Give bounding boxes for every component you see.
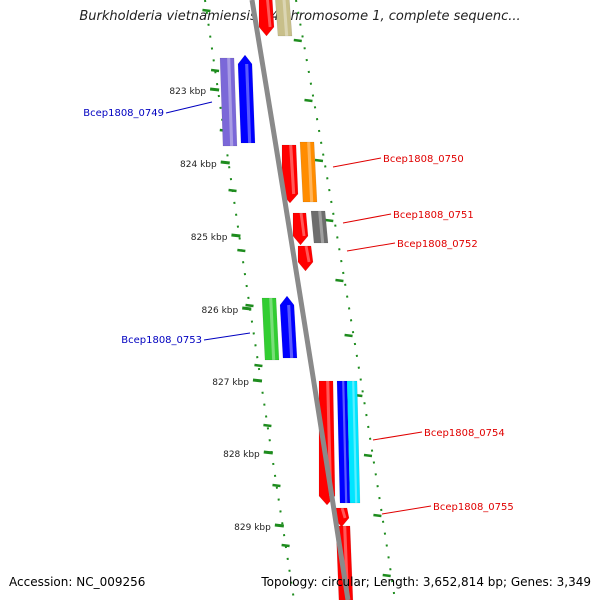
scale-tick [252, 378, 263, 383]
gene-label: Bcep1808_0749 [83, 108, 164, 119]
gene-arrow-red [292, 212, 309, 246]
scale-labels: 823 kbp 824 kbp 825 kbp 826 kbp 827 kbp 828 k… [169, 87, 285, 533]
accession-label: Accession: NC_009256 [9, 575, 146, 589]
scale-tick [263, 450, 273, 455]
gene-arrow-blue [237, 54, 256, 144]
gene-label: Bcep1808_0753 [121, 335, 202, 346]
ruler-right-tick [382, 573, 391, 578]
gene-arrow-blue-highlight [287, 304, 294, 359]
ruler-right-dots [295, 0, 396, 600]
ruler-right-tick [304, 98, 313, 103]
ruler-right-tick [335, 278, 344, 283]
gene-bar-orange-highlight [307, 141, 314, 203]
scale-tick [242, 306, 252, 311]
gene-bar-gray [310, 210, 329, 244]
gene-label: Bcep1808_0755 [433, 502, 514, 513]
gene-bar-cyan [346, 380, 361, 504]
scale-label: 824 kbp [180, 160, 217, 170]
scale-tick [231, 233, 241, 238]
gene-label: Bcep1808_0751 [393, 210, 474, 221]
gene-bar-khaki [275, 0, 293, 37]
gene-leader-line [203, 332, 251, 341]
ruler-left-dots [204, 0, 295, 600]
gene-bar-green-highlight [269, 297, 276, 361]
gene-arrow-blue [279, 295, 298, 359]
gene-arrow-red-highlight [299, 212, 306, 237]
gene-leader-line [372, 431, 423, 441]
gene-arrow-red-highlight [340, 507, 347, 519]
ruler-left-tick [281, 543, 290, 548]
scale-tick [209, 87, 220, 92]
ruler-left-tick [254, 363, 263, 368]
scale-label: 827 kbp [212, 378, 249, 388]
gene-arrow-red-highlight [266, 0, 272, 28]
gene-arrow-red-highlight [304, 245, 311, 263]
gene-label: Bcep1808_0750 [383, 154, 464, 165]
genome-stats: Topology: circular; Length: 3,652,814 bp… [261, 575, 591, 589]
scale-label: 823 kbp [169, 87, 206, 97]
ruler-right-tick [363, 453, 373, 458]
scale-tick [220, 160, 230, 165]
gene-leader-line [165, 101, 213, 114]
scale-label: 828 kbp [223, 450, 260, 460]
gene-bar-gray-highlight [318, 210, 325, 244]
gene-bar-cyan-highlight [352, 380, 358, 504]
gene-leader-line [346, 242, 396, 252]
gene-bar-orange [299, 141, 318, 203]
scale-label: 825 kbp [191, 233, 228, 243]
gene-bar-green [261, 297, 280, 361]
gene-leader-line [332, 157, 382, 168]
ruler-left-tick [237, 248, 246, 253]
gene-bar-purple [219, 57, 238, 147]
ruler-left-tick [210, 68, 220, 73]
gene-leader-line [342, 213, 392, 224]
gene-label: Bcep1808_0752 [397, 239, 478, 250]
ruler-right-tick [325, 218, 334, 223]
gene-arrow-red-highlight [289, 144, 296, 195]
ruler-right-tick [293, 38, 302, 43]
ruler-right-tick [344, 333, 353, 338]
ruler-left-tick [202, 8, 211, 13]
ruler-left-tick [272, 483, 281, 488]
scale-label: 826 kbp [202, 306, 239, 316]
scale-label: 829 kbp [234, 523, 271, 533]
gene-arrow-blue-highlight [245, 63, 252, 144]
map-title: Burkholderia vietnamiensis G4 chromosome… [79, 9, 521, 24]
ruler-left-tick [263, 423, 272, 428]
gene-labels: Bcep1808_0749 Bcep1808_0750 Bcep1808_0751 B… [83, 101, 514, 515]
gene-bar-khaki-highlight [282, 0, 289, 37]
gene-bar-blue-highlight [342, 380, 348, 504]
feature-track [219, 0, 361, 600]
ruler-right-tick [314, 158, 324, 163]
scale-ruler-right [293, 0, 396, 600]
gene-label: Bcep1808_0754 [424, 428, 505, 439]
ruler-left-tick [228, 188, 237, 193]
gene-bar-purple-highlight [227, 57, 234, 147]
ruler-left-tick [245, 303, 254, 308]
ruler-right-tick [373, 513, 382, 518]
gene-arrow-red [297, 245, 314, 272]
sequence-backbone [249, 0, 351, 600]
scale-tick [274, 523, 285, 528]
gene-leader-line [381, 505, 432, 515]
gene-arrow-red [258, 0, 275, 37]
